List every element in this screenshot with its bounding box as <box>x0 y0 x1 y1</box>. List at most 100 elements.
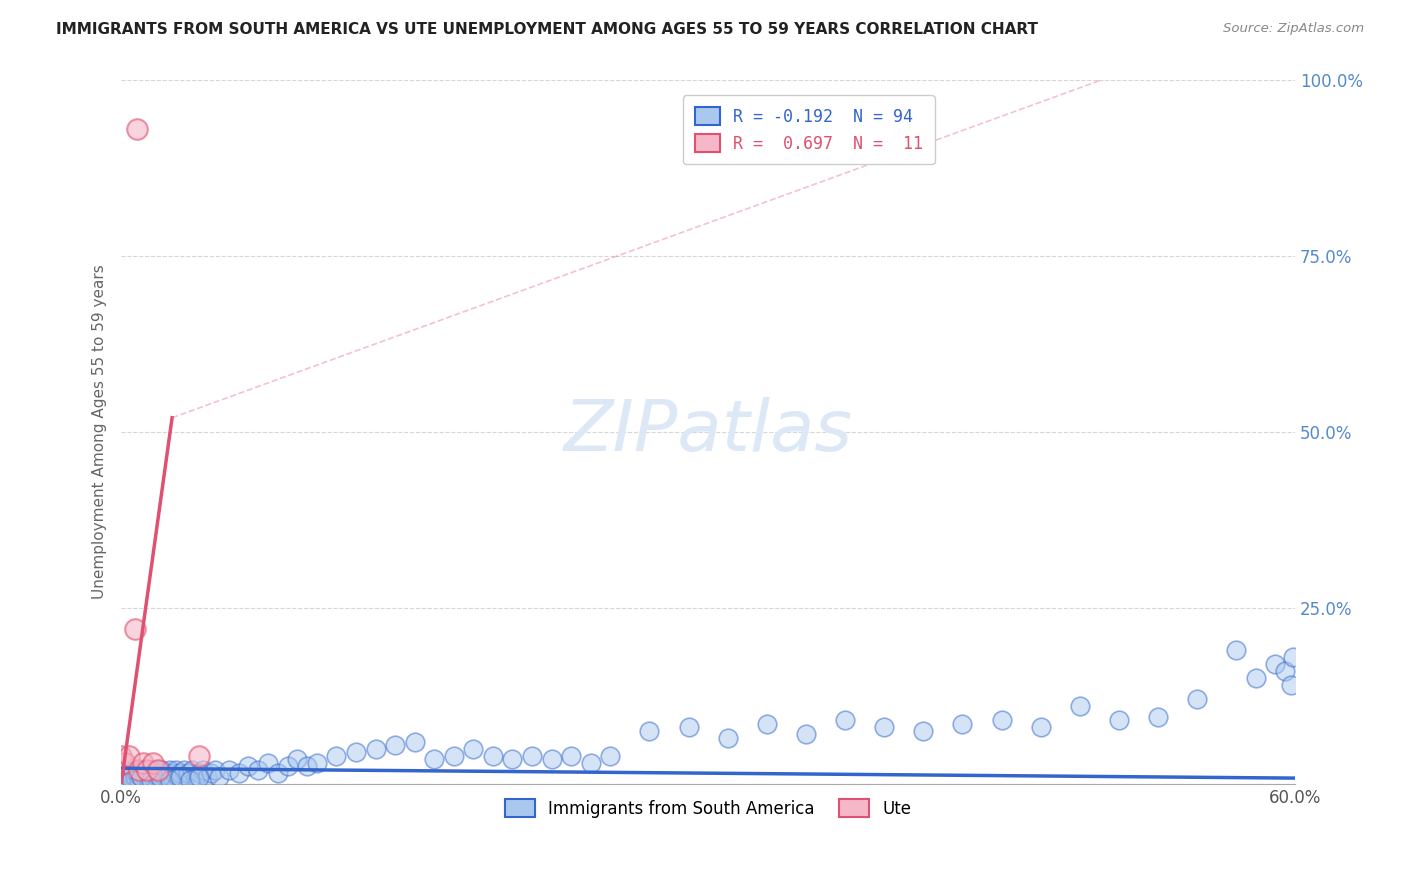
Point <box>173 763 195 777</box>
Point <box>501 752 523 766</box>
Point <box>143 766 166 780</box>
Point <box>195 770 218 784</box>
Point <box>188 748 211 763</box>
Point <box>579 756 602 770</box>
Legend: Immigrants from South America, Ute: Immigrants from South America, Ute <box>498 793 918 825</box>
Point <box>132 756 155 770</box>
Point <box>200 766 222 780</box>
Point <box>153 770 176 784</box>
Point <box>285 752 308 766</box>
Point <box>141 756 163 770</box>
Point <box>912 723 935 738</box>
Point <box>149 766 172 780</box>
Point <box>267 766 290 780</box>
Point <box>247 763 270 777</box>
Point <box>193 763 215 777</box>
Point <box>423 752 446 766</box>
Point <box>218 763 240 777</box>
Point <box>188 766 211 780</box>
Point <box>128 773 150 788</box>
Point <box>125 122 148 136</box>
Point <box>208 770 231 784</box>
Point <box>148 763 170 777</box>
Point <box>118 766 141 780</box>
Point <box>305 756 328 770</box>
Point <box>169 770 191 784</box>
Point <box>163 766 186 780</box>
Point <box>325 748 347 763</box>
Point <box>1274 664 1296 678</box>
Point <box>1069 699 1091 714</box>
Point <box>228 766 250 780</box>
Point <box>155 766 177 780</box>
Text: Source: ZipAtlas.com: Source: ZipAtlas.com <box>1223 22 1364 36</box>
Point <box>1282 650 1305 665</box>
Point <box>463 741 485 756</box>
Point <box>149 770 172 784</box>
Point <box>834 714 856 728</box>
Point <box>125 766 148 780</box>
Point <box>114 763 136 777</box>
Point <box>188 770 211 784</box>
Point <box>148 770 170 784</box>
Point <box>540 752 562 766</box>
Point <box>145 763 167 777</box>
Point <box>638 723 661 738</box>
Point <box>257 756 280 770</box>
Point <box>599 748 621 763</box>
Point <box>128 763 150 777</box>
Point <box>124 622 146 636</box>
Point <box>114 756 136 770</box>
Point <box>120 773 142 788</box>
Point <box>1108 714 1130 728</box>
Point <box>678 721 700 735</box>
Point <box>138 773 160 788</box>
Point <box>794 727 817 741</box>
Text: IMMIGRANTS FROM SOUTH AMERICA VS UTE UNEMPLOYMENT AMONG AGES 55 TO 59 YEARS CORR: IMMIGRANTS FROM SOUTH AMERICA VS UTE UNE… <box>56 22 1038 37</box>
Point <box>295 759 318 773</box>
Point <box>160 770 183 784</box>
Point <box>1225 643 1247 657</box>
Point <box>118 748 141 763</box>
Point <box>122 763 145 777</box>
Point <box>150 763 173 777</box>
Point <box>132 763 155 777</box>
Point <box>184 770 207 784</box>
Point <box>952 717 974 731</box>
Point <box>717 731 740 745</box>
Point <box>129 770 152 784</box>
Point <box>443 748 465 763</box>
Point <box>112 770 135 784</box>
Point <box>157 773 180 788</box>
Point <box>204 763 226 777</box>
Point <box>135 763 157 777</box>
Point <box>169 766 191 780</box>
Point <box>1185 692 1208 706</box>
Point <box>873 721 896 735</box>
Point <box>135 766 157 780</box>
Point <box>180 763 202 777</box>
Point <box>404 734 426 748</box>
Point <box>165 763 187 777</box>
Point <box>129 770 152 784</box>
Point <box>482 748 505 763</box>
Point <box>1264 657 1286 672</box>
Point <box>1029 721 1052 735</box>
Y-axis label: Unemployment Among Ages 55 to 59 years: Unemployment Among Ages 55 to 59 years <box>93 265 107 599</box>
Point <box>755 717 778 731</box>
Point <box>344 745 367 759</box>
Point <box>159 763 181 777</box>
Point <box>110 748 132 763</box>
Point <box>179 773 201 788</box>
Point <box>115 773 138 788</box>
Point <box>276 759 298 773</box>
Point <box>141 770 163 784</box>
Point <box>990 714 1012 728</box>
Point <box>1279 678 1302 692</box>
Point <box>384 738 406 752</box>
Point <box>1244 671 1267 685</box>
Point <box>238 759 260 773</box>
Point <box>124 770 146 784</box>
Point <box>139 773 162 788</box>
Point <box>139 763 162 777</box>
